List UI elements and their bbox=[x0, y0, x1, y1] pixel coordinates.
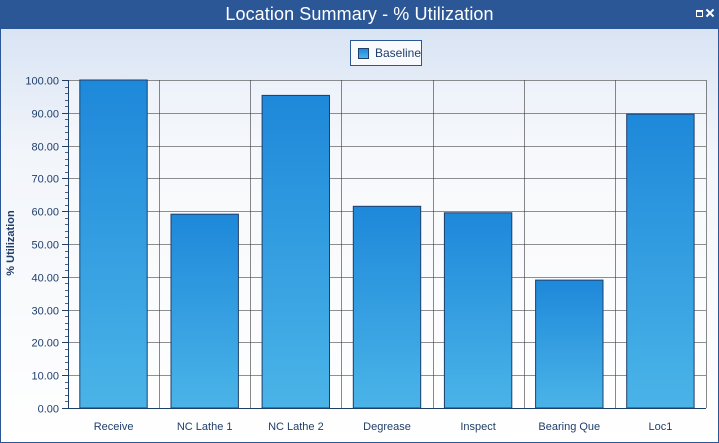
axes: 0.00 10.00 20.00 30.00 40.00 50.00 60.00 70.00 8… bbox=[25, 76, 706, 433]
y-tick-label: 50.00 bbox=[31, 240, 59, 252]
bar-nc-lathe-2[interactable] bbox=[261, 94, 331, 409]
legend-swatch bbox=[358, 47, 369, 59]
bars bbox=[79, 79, 695, 409]
y-tick-label: 90.00 bbox=[31, 109, 59, 121]
bar-bearing-que[interactable] bbox=[535, 279, 604, 409]
y-tick-label: 20.00 bbox=[31, 338, 59, 350]
x-category-label: NC Lathe 1 bbox=[177, 421, 233, 433]
bar-inspect[interactable] bbox=[443, 212, 513, 409]
window-controls bbox=[696, 7, 714, 19]
x-category-label: Bearing Que bbox=[538, 421, 600, 433]
y-tick-label: 10.00 bbox=[31, 371, 59, 383]
bar-loc1[interactable] bbox=[626, 113, 695, 409]
x-category-label: NC Lathe 2 bbox=[268, 421, 324, 433]
x-category-label: Inspect bbox=[460, 421, 495, 433]
y-tick-label: 0.00 bbox=[38, 404, 59, 416]
bar-chart: 0.00 10.00 20.00 30.00 40.00 50.00 60.00 70.00 8… bbox=[5, 76, 707, 433]
x-category-label: Loc1 bbox=[648, 421, 672, 433]
window-title: Location Summary - % Utilization bbox=[225, 4, 494, 24]
y-tick-label: 70.00 bbox=[31, 174, 59, 186]
close-icon[interactable] bbox=[706, 9, 714, 17]
chart-area: 0.00 10.00 20.00 30.00 40.00 50.00 60.00 70.00 8… bbox=[1, 29, 718, 442]
bar-nc-lathe-1[interactable] bbox=[170, 213, 239, 409]
y-tick-label: 80.00 bbox=[31, 142, 59, 154]
x-category-label: Receive bbox=[94, 421, 134, 433]
legend[interactable]: Baseline bbox=[350, 40, 422, 66]
legend-label-baseline: Baseline bbox=[374, 46, 421, 60]
y-axis-title: % Utilization bbox=[5, 210, 17, 276]
bar-degrease[interactable] bbox=[352, 205, 422, 409]
y-tick-label: 60.00 bbox=[31, 207, 59, 219]
bar-receive[interactable] bbox=[79, 79, 148, 409]
y-tick-label: 100.00 bbox=[25, 76, 59, 88]
y-tick-label: 30.00 bbox=[31, 306, 59, 318]
x-category-label: Degrease bbox=[363, 421, 411, 433]
maximize-icon[interactable] bbox=[696, 9, 703, 17]
title-bar[interactable]: Location Summary - % Utilization bbox=[1, 1, 718, 29]
y-tick-label: 40.00 bbox=[31, 273, 59, 285]
